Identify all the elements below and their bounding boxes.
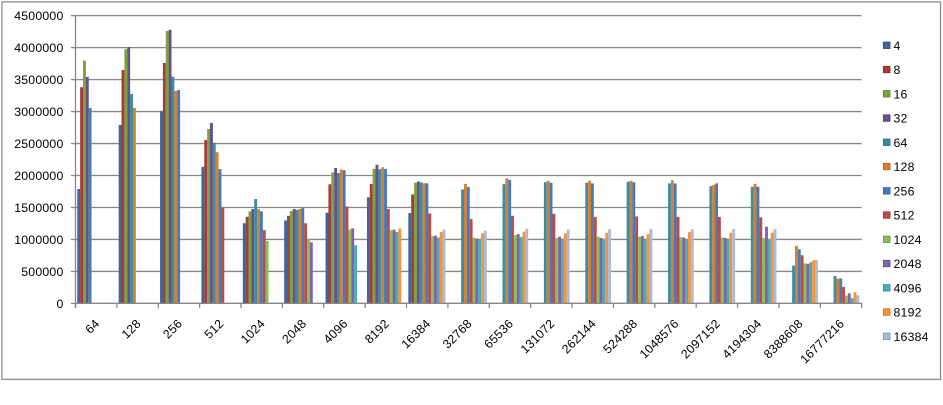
svg-text:3000000: 3000000 — [14, 105, 63, 119]
svg-text:2500000: 2500000 — [14, 137, 63, 151]
svg-text:16384: 16384 — [894, 330, 929, 344]
svg-text:16: 16 — [894, 87, 908, 101]
svg-text:512: 512 — [894, 209, 915, 223]
svg-text:2000000: 2000000 — [14, 169, 63, 183]
svg-text:8: 8 — [894, 63, 901, 77]
svg-text:1000000: 1000000 — [14, 233, 63, 247]
svg-text:4500000: 4500000 — [14, 9, 63, 23]
svg-text:2048: 2048 — [894, 257, 922, 271]
svg-text:8192: 8192 — [894, 306, 922, 320]
svg-text:64: 64 — [894, 136, 908, 150]
svg-text:1024: 1024 — [894, 233, 922, 247]
svg-text:4096: 4096 — [894, 281, 922, 295]
svg-text:3500000: 3500000 — [14, 73, 63, 87]
svg-text:32: 32 — [894, 112, 908, 126]
svg-text:500000: 500000 — [21, 265, 63, 279]
svg-text:256: 256 — [894, 184, 915, 198]
svg-text:4: 4 — [894, 39, 901, 53]
svg-text:1500000: 1500000 — [14, 201, 63, 215]
svg-text:0: 0 — [56, 297, 63, 311]
svg-text:128: 128 — [894, 160, 915, 174]
svg-text:4000000: 4000000 — [14, 41, 63, 55]
